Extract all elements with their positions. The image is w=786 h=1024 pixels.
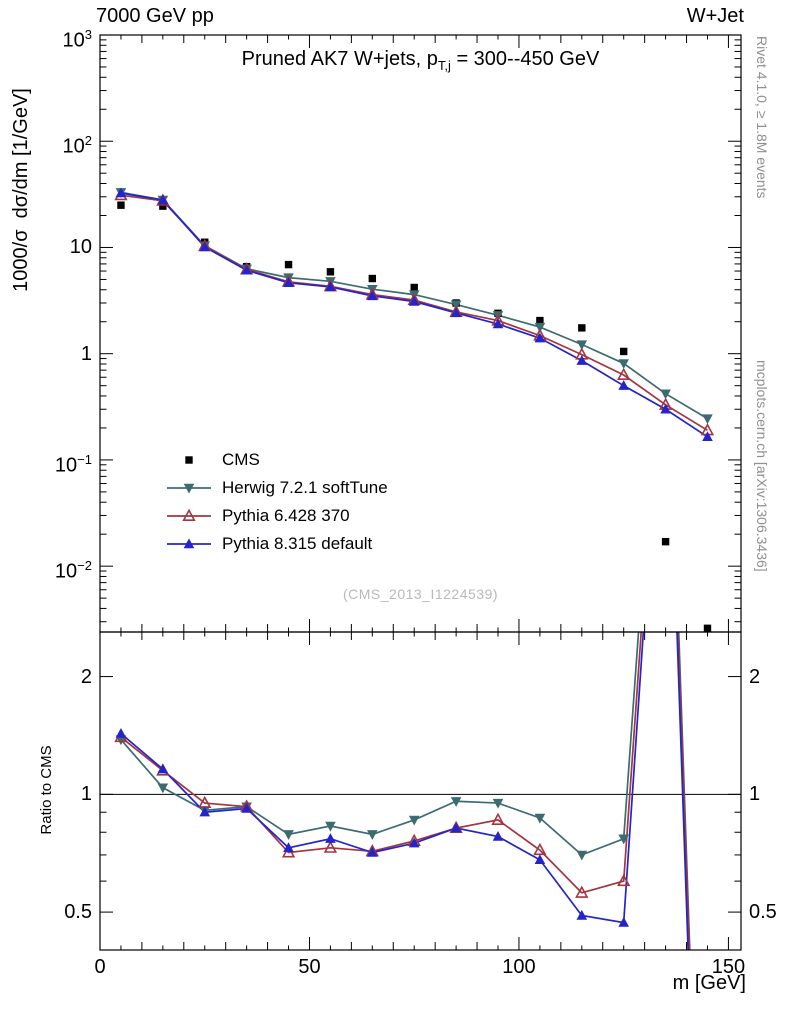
legend-item-pythia6: Pythia 6.428 370 (166, 502, 388, 530)
main-y-tick-label: 10−2 (54, 558, 92, 583)
legend-item-herwig: Herwig 7.2.1 softTune (166, 474, 388, 502)
triangle-down-marker-icon (166, 478, 212, 498)
triangle-up-marker-icon (166, 534, 212, 554)
legend-label-herwig: Herwig 7.2.1 softTune (222, 478, 388, 497)
main-y-tick-label: 1 (80, 342, 92, 365)
main-y-tick-label: 10 (69, 236, 92, 259)
main-y-tick-label: 103 (62, 27, 92, 52)
mcplots-credit-note: mcplots.cern.ch [arXiv:1306.3436] (754, 360, 770, 572)
open-triangle-marker-icon (166, 506, 212, 526)
legend-label-cms: CMS (222, 450, 260, 469)
x-axis-title: m [GeV] (672, 972, 746, 994)
analysis-id-watermark: (CMS_2013_I1224539) (342, 586, 499, 602)
plot-title-prefix: Pruned AK7 W+jets, p (241, 48, 438, 70)
ratio-y-tick-label-right: 0.5 (749, 901, 777, 924)
x-tick-label: 150 (711, 956, 746, 978)
process-label: W+Jet (686, 5, 744, 27)
beam-energy-label: 7000 GeV pp (96, 5, 214, 27)
ratio-y-tick-label-left: 1 (80, 783, 92, 806)
ratio-y-tick-label-left: 0.5 (64, 901, 92, 924)
main-y-tick-label: 10−1 (54, 451, 92, 477)
legend-label-pythia6: Pythia 6.428 370 (222, 506, 350, 525)
x-tick-label: 100 (502, 956, 536, 978)
main-y-tick-label: 102 (62, 133, 92, 158)
ratio-y-tick-label-right: 2 (749, 665, 761, 688)
legend: CMS Herwig 7.2.1 softTune Pythia 6.428 3… (166, 446, 388, 558)
plot-title-suffix: = 300--450 GeV (450, 48, 600, 70)
legend-item-cms: CMS (166, 446, 388, 474)
main-y-axis-title: 1000/σ dσ/dm [1/GeV] (10, 88, 32, 292)
legend-label-pythia8: Pythia 8.315 default (222, 534, 373, 553)
plot-title: Pruned AK7 W+jets, pT,j = 300--450 GeV (100, 48, 741, 73)
x-tick-label: 0 (94, 956, 106, 978)
plot-title-subscript: T,j (437, 58, 451, 73)
ratio-y-tick-label-left: 2 (80, 665, 92, 688)
rivet-version-note: Rivet 4.1.0, ≥ 1.8M events (754, 36, 770, 199)
legend-item-pythia8: Pythia 8.315 default (166, 530, 388, 558)
ratio-y-tick-label-right: 1 (749, 783, 761, 806)
x-tick-label: 50 (298, 956, 321, 978)
square-marker-icon (166, 450, 212, 470)
